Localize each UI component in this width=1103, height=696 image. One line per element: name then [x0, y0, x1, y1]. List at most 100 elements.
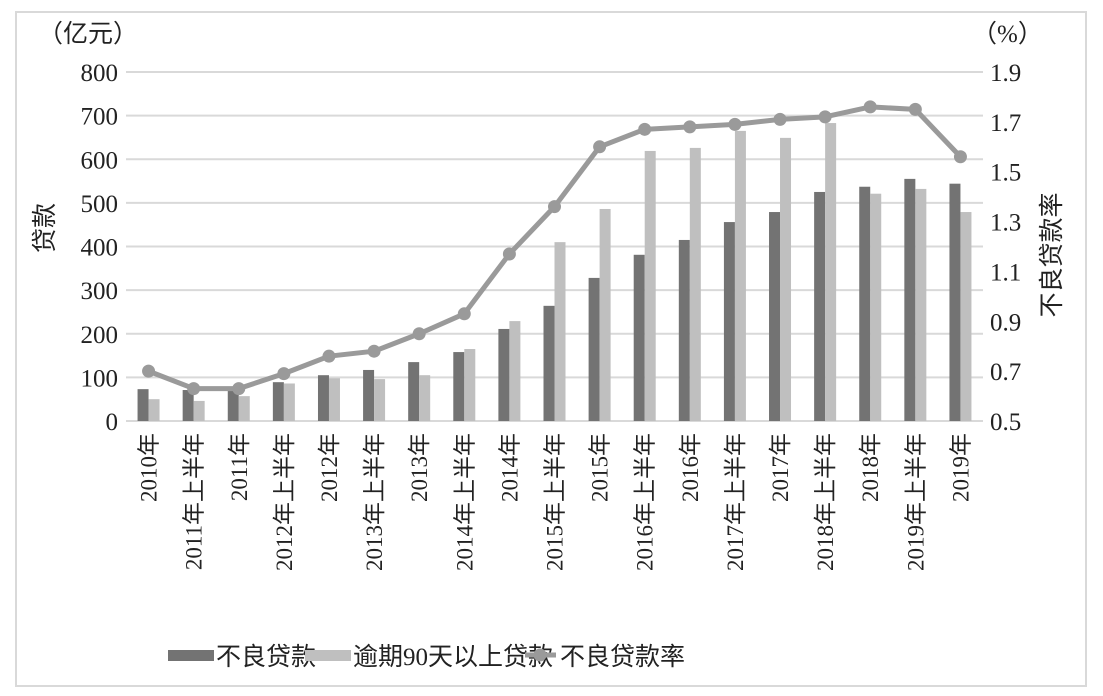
x-category-label: 2014年上半年	[452, 433, 477, 571]
bar-npl	[859, 186, 871, 421]
right-tick-label: 1.5	[990, 160, 1021, 187]
ratio-marker	[863, 100, 877, 114]
ratio-marker	[367, 344, 381, 358]
bar-overdue-90	[780, 137, 792, 421]
bar-overdue-90	[464, 349, 476, 421]
right-tick-label: 1.1	[990, 259, 1021, 286]
x-category-label: 2010年	[137, 433, 162, 502]
bar-overdue-90	[825, 123, 837, 421]
left-axis-unit: （亿元）	[38, 20, 138, 48]
legend-label-npl: 不良贷款	[216, 643, 316, 671]
bar-series	[137, 123, 972, 422]
ratio-marker	[502, 247, 516, 261]
bar-npl	[678, 239, 690, 421]
x-category-label: 2019年	[948, 433, 973, 502]
ratio-marker	[683, 120, 697, 134]
left-axis-ticks: 0 100 200 300 400 500 600 700 800	[81, 60, 119, 436]
ratio-marker	[818, 110, 832, 124]
right-axis-ticks: 0.5 0.7 0.9 1.1 1.3 1.5 1.7 1.9	[990, 60, 1021, 436]
right-tick-label: 0.5	[990, 409, 1021, 436]
ratio-marker	[322, 349, 336, 363]
right-tick-label: 1.7	[990, 110, 1021, 137]
right-tick-label: 0.9	[990, 309, 1021, 336]
legend-swatch-npl	[168, 650, 214, 661]
bar-overdue-90	[148, 399, 160, 421]
bar-npl	[408, 362, 420, 421]
bar-npl	[182, 390, 194, 421]
left-tick-label: 400	[81, 235, 119, 262]
x-category-label: 2012年	[317, 433, 342, 502]
legend-swatch-overdue	[305, 650, 351, 661]
ratio-marker	[908, 102, 922, 116]
bar-npl	[543, 305, 555, 421]
left-tick-label: 700	[81, 104, 119, 131]
gridlines	[126, 71, 983, 422]
bar-overdue-90	[328, 378, 340, 421]
x-category-label: 2012年上半年	[272, 433, 297, 571]
bar-npl	[633, 254, 645, 421]
bar-overdue-90	[960, 212, 972, 421]
x-category-label: 2016年上半年	[633, 433, 658, 571]
bar-npl	[453, 352, 465, 421]
x-category-label: 2013年	[407, 433, 432, 502]
x-category-label: 2018年	[858, 433, 883, 502]
ratio-marker	[728, 117, 742, 131]
bar-overdue-90	[554, 242, 566, 421]
x-category-label: 2015年上半年	[543, 433, 568, 571]
ratio-marker	[187, 382, 201, 396]
ratio-marker	[953, 150, 967, 164]
right-axis-title: 不良贷款率	[1038, 192, 1066, 317]
x-category-label: 2017年上半年	[723, 433, 748, 571]
left-tick-label: 500	[81, 191, 119, 218]
line-series-npl-ratio	[142, 100, 967, 396]
bar-npl	[227, 390, 239, 421]
left-tick-label: 800	[81, 60, 119, 87]
bar-overdue-90	[238, 396, 250, 421]
x-category-label: 2019年上半年	[903, 433, 928, 571]
bar-npl	[137, 389, 149, 421]
x-category-label: 2017年	[768, 433, 793, 502]
left-tick-label: 200	[81, 322, 119, 349]
left-axis-title: 贷款	[31, 203, 59, 253]
x-category-label: 2016年	[678, 433, 703, 502]
ratio-marker	[638, 122, 652, 136]
ratio-marker	[232, 382, 246, 396]
bar-npl	[723, 222, 735, 421]
x-category-label: 2015年	[588, 433, 613, 502]
x-category-label: 2013年上半年	[362, 433, 387, 571]
legend: 不良贷款 逾期90天以上贷款 不良贷款率	[168, 643, 685, 671]
x-category-label: 2018年上半年	[813, 433, 838, 571]
bar-npl	[317, 375, 329, 421]
left-tick-label: 300	[81, 278, 119, 305]
ratio-marker	[412, 327, 426, 341]
bar-overdue-90	[734, 130, 746, 422]
bar-npl	[363, 369, 375, 421]
x-category-label: 2014年	[497, 433, 522, 502]
bar-overdue-90	[870, 193, 882, 421]
bar-npl	[904, 178, 916, 421]
bar-npl	[498, 328, 510, 421]
left-tick-label: 100	[81, 365, 119, 392]
bar-overdue-90	[509, 321, 521, 421]
bar-overdue-90	[689, 147, 701, 421]
bar-npl	[272, 382, 284, 421]
bar-npl	[769, 212, 781, 421]
legend-label-overdue: 逾期90天以上贷款	[353, 643, 553, 671]
x-category-label: 2011年	[227, 433, 252, 501]
x-category-label: 2011年上半年	[182, 433, 207, 570]
bar-overdue-90	[419, 375, 431, 421]
bar-npl	[588, 277, 600, 421]
ratio-marker	[457, 307, 471, 321]
ratio-marker	[277, 367, 291, 381]
right-tick-label: 1.3	[990, 210, 1021, 237]
legend-label-ratio: 不良贷款率	[560, 643, 685, 671]
ratio-marker	[593, 140, 607, 154]
right-tick-label: 1.9	[990, 60, 1021, 87]
legend-marker-ratio	[533, 648, 547, 662]
right-tick-label: 0.7	[990, 359, 1021, 386]
bar-overdue-90	[374, 379, 386, 421]
left-tick-label: 600	[81, 147, 119, 174]
right-axis-unit: （%）	[972, 20, 1043, 48]
left-tick-label: 0	[106, 409, 119, 436]
